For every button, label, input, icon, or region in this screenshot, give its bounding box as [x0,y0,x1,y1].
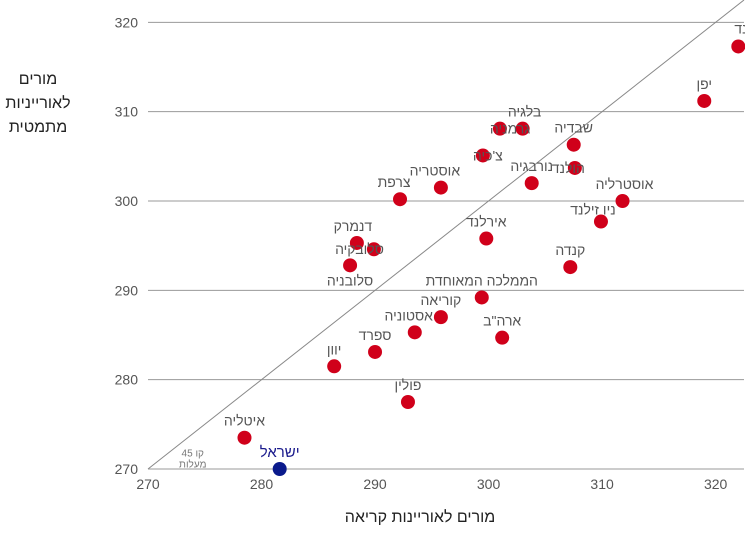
data-point [479,231,494,246]
data-point [593,214,608,229]
point-label: דנמרק [334,218,373,234]
data-point [237,430,252,445]
data-point [566,137,581,152]
point-label: בלגיה [508,104,541,120]
point-label: גרמניה [490,121,530,137]
y-axis-label-line: לאורייניות [5,95,71,112]
data-point [615,194,630,208]
x-axis-label: מורים לאוריינות קריאה [344,509,496,526]
data-point [492,121,507,136]
x-axis-ticks: 270 280 290 300 310 320 [136,476,727,492]
x-tick-label: 290 [363,476,387,492]
data-point [524,176,539,191]
data-point [475,148,490,163]
x-tick-label: 280 [250,476,274,492]
data-point [327,359,342,374]
grid-lines [148,21,744,470]
y-axis-label-line: מורים [18,71,58,88]
point-label: הממלכה המאוחדת [426,272,538,288]
point-label: אירלנד [466,214,507,230]
data-point [433,180,448,195]
reference-line [147,0,745,470]
data-point [366,242,381,257]
x-tick-label: 310 [590,476,614,492]
reference-line-label: מעלות [179,458,207,470]
data-point [697,93,712,108]
x-tick-label: 320 [704,476,728,492]
reference-line-label: קו 45 [182,448,205,459]
data-point [515,121,530,136]
point-label: אוסטריה [410,163,461,179]
data-point [567,160,582,175]
data-point [407,325,422,340]
point-label: פולין [395,377,422,393]
x-tick-label: 300 [477,476,501,492]
point-label: נורבגיה [510,158,553,174]
point-label: יוון [327,341,342,357]
point-label: אוסטרליה [596,176,654,192]
point-label: סלובקיה [335,241,384,257]
data-point [474,290,489,305]
data-point [400,395,415,409]
point-label: קנדה [555,242,585,258]
point-label: סלובניה [327,272,373,288]
x-tick-label: 270 [136,476,160,492]
point-label: אסטוניה [385,307,434,323]
y-tick-label: 270 [115,461,139,477]
point-label: יפן [697,76,713,92]
point-label: ניו זילנד [570,202,615,218]
highlight-point-label: ישראל [260,444,300,461]
y-tick-label: 300 [115,193,139,209]
y-tick-label: 280 [115,372,139,388]
data-point [349,235,364,250]
data-point [433,310,448,325]
point-label: ספרד [359,327,392,343]
y-axis-label-line: מתמטית [8,119,68,136]
point-label: פינלנד [734,20,745,36]
point-label: הולנד [552,160,585,176]
y-tick-label: 290 [115,282,139,298]
y-tick-label: 310 [115,104,139,120]
data-point [495,330,510,345]
point-label: צ'כיה [473,147,503,163]
data-point [368,344,383,359]
point-label: שבדיה [554,120,593,136]
data-points [237,39,745,476]
data-point [563,260,578,275]
y-axis-label: מורים לאורייניות מתמטית [2,68,74,140]
y-axis-ticks: 270 280 290 300 310 320 [115,14,139,477]
data-point [393,192,408,207]
data-point [343,258,358,273]
highlight-point [272,462,287,476]
data-point [731,39,745,54]
point-label: ארה"ב [483,313,521,329]
point-label: איטליה [224,413,265,429]
point-label: קוריאה [421,292,462,308]
point-label: צרפת [378,174,411,190]
y-tick-label: 320 [115,14,139,30]
